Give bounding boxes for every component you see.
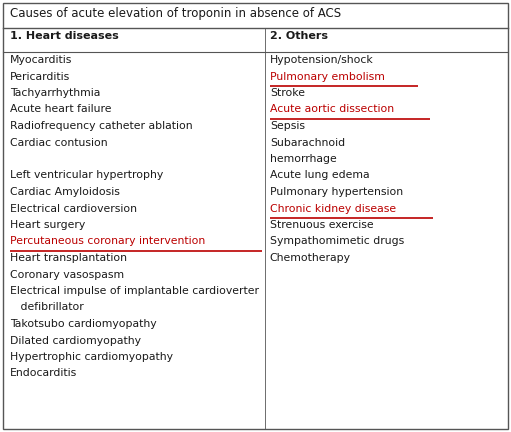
Text: Percutaneous coronary intervention: Percutaneous coronary intervention — [10, 236, 205, 247]
Text: Electrical impulse of implantable cardioverter: Electrical impulse of implantable cardio… — [10, 286, 259, 296]
Text: Pericarditis: Pericarditis — [10, 72, 70, 82]
Text: Heart surgery: Heart surgery — [10, 220, 85, 230]
Text: Pulmonary hypertension: Pulmonary hypertension — [270, 187, 403, 197]
Text: Endocarditis: Endocarditis — [10, 368, 77, 378]
Text: Coronary vasospasm: Coronary vasospasm — [10, 270, 124, 280]
Text: hemorrhage: hemorrhage — [270, 154, 337, 164]
Text: Acute aortic dissection: Acute aortic dissection — [270, 105, 394, 114]
Text: Radiofrequency catheter ablation: Radiofrequency catheter ablation — [10, 121, 193, 131]
Text: Dilated cardiomyopathy: Dilated cardiomyopathy — [10, 336, 141, 346]
Text: defibrillator: defibrillator — [10, 302, 84, 312]
Text: Heart transplantation: Heart transplantation — [10, 253, 127, 263]
Text: Left ventricular hypertrophy: Left ventricular hypertrophy — [10, 171, 163, 181]
Text: Takotsubo cardiomyopathy: Takotsubo cardiomyopathy — [10, 319, 157, 329]
Text: Tachyarrhythmia: Tachyarrhythmia — [10, 88, 100, 98]
Text: Hypotension/shock: Hypotension/shock — [270, 55, 374, 65]
Text: Chemotherapy: Chemotherapy — [270, 253, 351, 263]
Text: Acute lung edema: Acute lung edema — [270, 171, 369, 181]
Text: Subarachnoid: Subarachnoid — [270, 137, 345, 147]
Text: Strenuous exercise: Strenuous exercise — [270, 220, 374, 230]
Text: Chronic kidney disease: Chronic kidney disease — [270, 203, 396, 213]
Text: Pulmonary embolism: Pulmonary embolism — [270, 72, 385, 82]
Text: 1. Heart diseases: 1. Heart diseases — [10, 31, 119, 41]
Text: Myocarditis: Myocarditis — [10, 55, 73, 65]
Text: Cardiac Amyloidosis: Cardiac Amyloidosis — [10, 187, 120, 197]
Text: Stroke: Stroke — [270, 88, 305, 98]
Text: Electrical cardioversion: Electrical cardioversion — [10, 203, 137, 213]
Text: 2. Others: 2. Others — [270, 31, 328, 41]
Text: Cardiac contusion: Cardiac contusion — [10, 137, 108, 147]
Text: Hypertrophic cardiomyopathy: Hypertrophic cardiomyopathy — [10, 352, 173, 362]
Text: Sepsis: Sepsis — [270, 121, 305, 131]
Text: Sympathomimetic drugs: Sympathomimetic drugs — [270, 236, 404, 247]
Text: Acute heart failure: Acute heart failure — [10, 105, 111, 114]
Text: Causes of acute elevation of troponin in absence of ACS: Causes of acute elevation of troponin in… — [10, 7, 341, 20]
